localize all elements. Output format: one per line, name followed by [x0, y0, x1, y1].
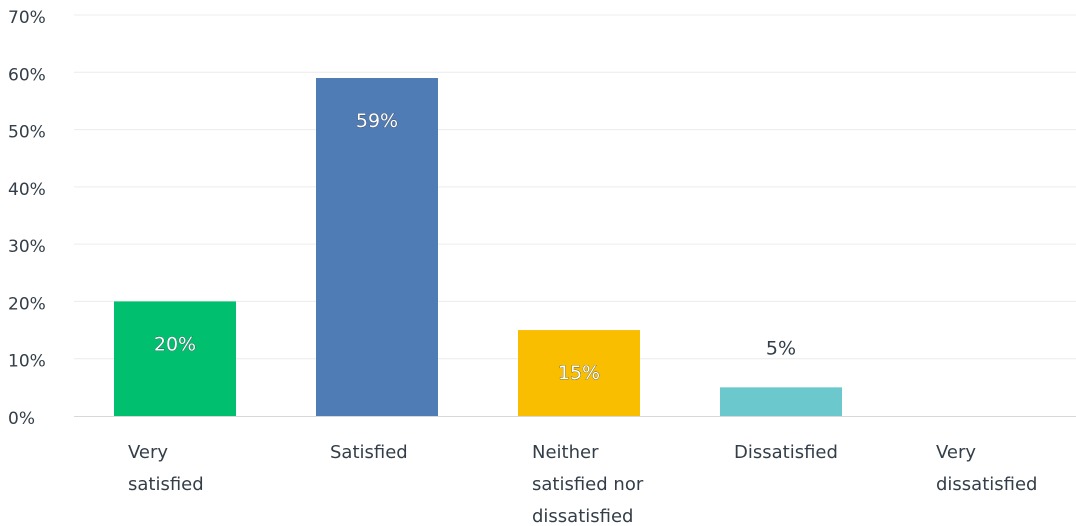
x-category-label-line: satisfied: [128, 474, 204, 495]
y-tick-label: 70%: [8, 8, 46, 28]
y-tick-label: 40%: [8, 180, 46, 200]
bar[interactable]: [720, 387, 842, 416]
data-label: 15%: [558, 362, 600, 384]
x-category-label: Dissatisfied: [734, 442, 838, 463]
y-tick-label: 60%: [8, 65, 46, 85]
x-category-label-line: dissatisfied: [936, 474, 1038, 495]
bar[interactable]: [316, 78, 438, 416]
x-category-label: Very satisfied: [128, 442, 204, 495]
x-category-label: Satisfied: [330, 442, 408, 463]
x-category-label-line: Dissatisfied: [734, 442, 838, 463]
bar[interactable]: [114, 301, 236, 416]
category-labels: Very satisfied Satisfied Neither satisfied n…: [128, 442, 1038, 526]
x-category-label-line: Very: [936, 442, 976, 463]
x-category-label-line: satisfied nor: [532, 474, 644, 495]
data-labels: 20% 59% 15% 5%: [154, 110, 796, 385]
x-category-label-line: dissatisfied: [532, 506, 634, 526]
bars: [114, 78, 842, 416]
x-category-label-line: Very: [128, 442, 168, 463]
y-tick-label: 10%: [8, 352, 46, 372]
data-label: 5%: [766, 337, 796, 359]
y-tick-label: 20%: [8, 294, 46, 314]
gridlines: [74, 14, 1076, 360]
y-axis-ticks: 0% 10% 20% 30% 40% 50% 60% 70%: [8, 8, 46, 429]
bar[interactable]: [518, 330, 640, 416]
x-category-label-line: Neither: [532, 442, 599, 463]
x-category-label: Very dissatisfied: [936, 442, 1038, 495]
x-category-label: Neither satisfied nor dissatisfied: [532, 442, 644, 526]
data-label: 20%: [154, 333, 196, 355]
y-tick-label: 0%: [8, 409, 35, 429]
data-label: 59%: [356, 110, 398, 132]
y-tick-label: 30%: [8, 237, 46, 257]
x-category-label-line: Satisfied: [330, 442, 408, 463]
y-tick-label: 50%: [8, 123, 46, 143]
